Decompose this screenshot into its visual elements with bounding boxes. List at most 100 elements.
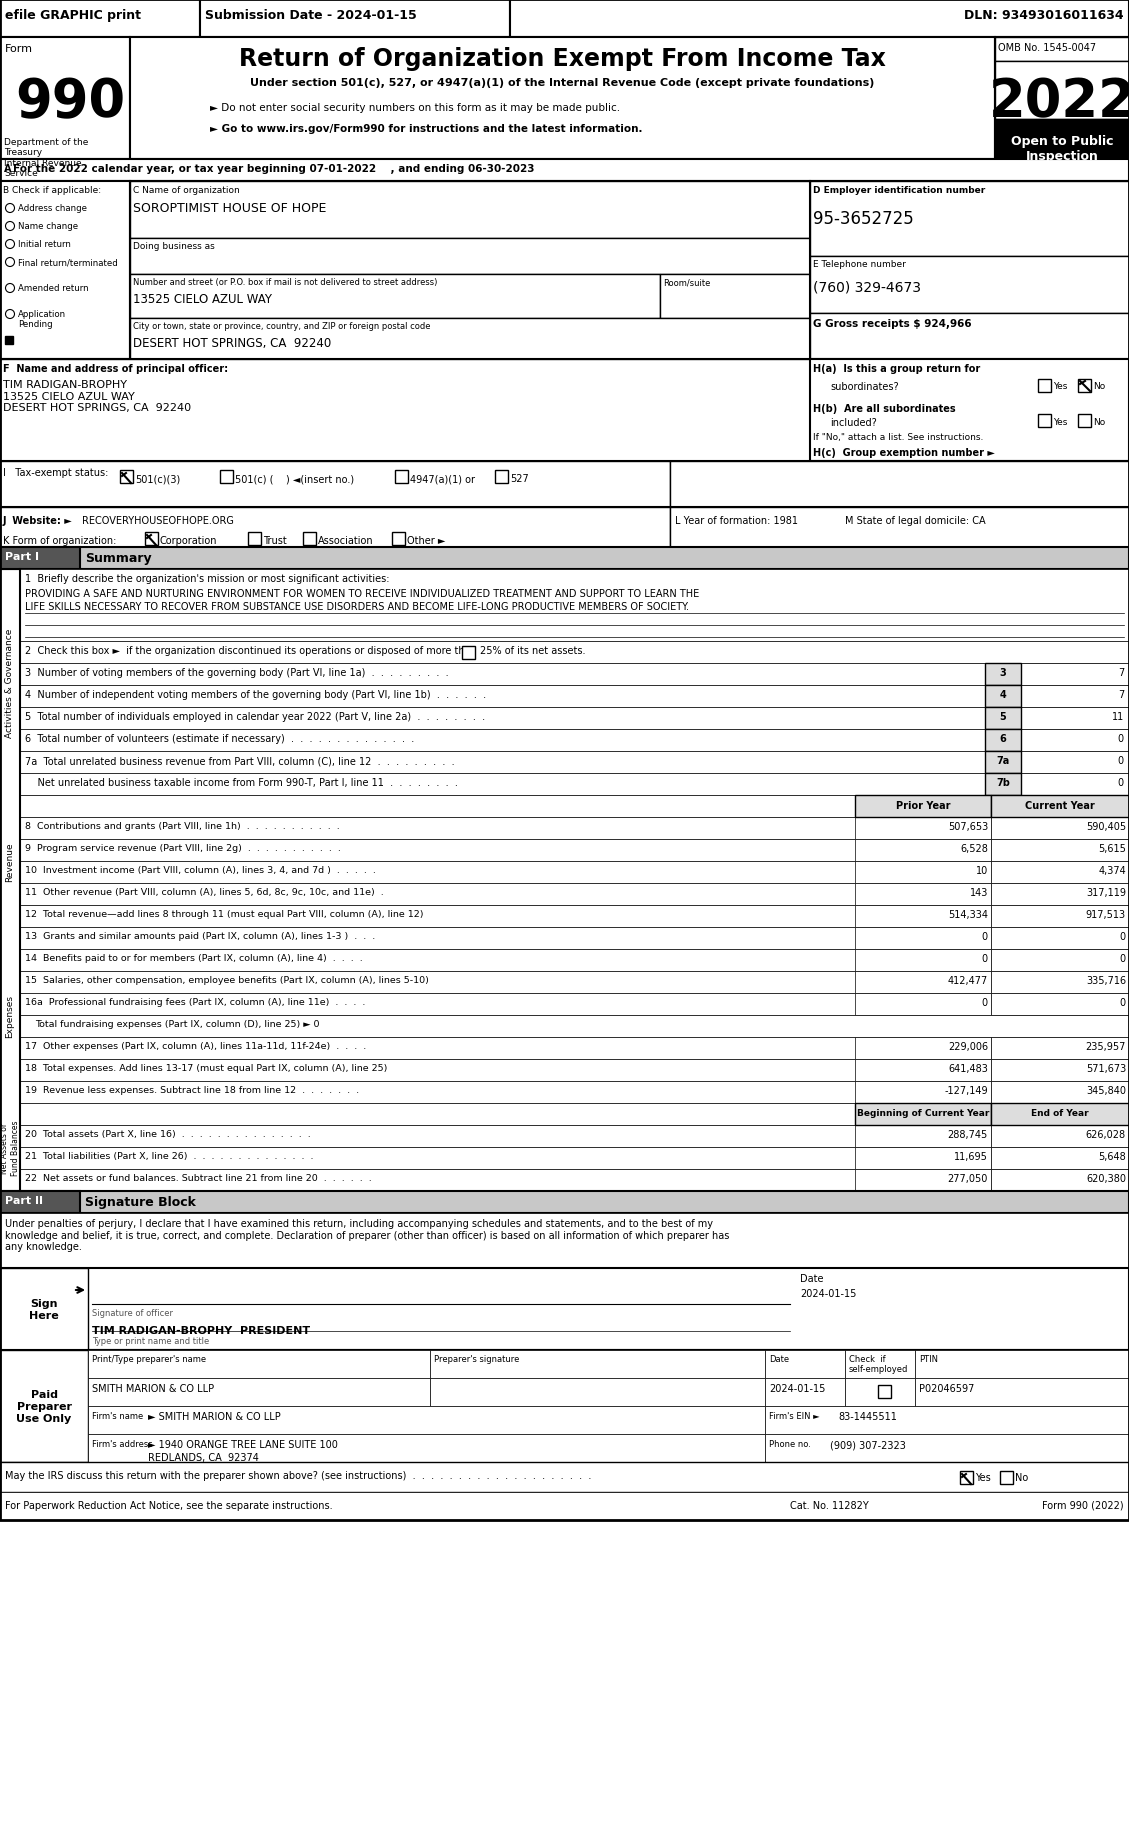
Text: 335,716: 335,716 [1086,975,1126,986]
Text: 3  Number of voting members of the governing body (Part VI, line 1a)  .  .  .  .: 3 Number of voting members of the govern… [25,668,448,677]
Text: 22  Net assets or fund balances. Subtract line 21 from line 20  .  .  .  .  .  .: 22 Net assets or fund balances. Subtract… [25,1173,371,1182]
Bar [0,461,1129,507]
Bar [20,950,1129,972]
Bar [0,1491,1129,1521]
Bar [20,774,1129,796]
Bar [984,708,1021,730]
Bar [809,181,1129,361]
Text: Part I: Part I [5,551,40,562]
Bar [0,507,1129,547]
Text: Firm's name: Firm's name [91,1411,143,1420]
Text: SMITH MARION & CO LLP: SMITH MARION & CO LLP [91,1383,215,1393]
Text: 0: 0 [1120,953,1126,963]
Bar [995,38,1129,159]
Text: J  Website: ►: J Website: ► [3,516,72,525]
Bar [0,0,200,38]
Text: 83-1445511: 83-1445511 [838,1411,896,1422]
Text: If "No," attach a list. See instructions.: If "No," attach a list. See instructions… [813,432,983,441]
Text: A: A [5,165,11,174]
Bar [765,1351,844,1378]
Bar [0,181,130,361]
Bar [855,1082,991,1103]
Text: Yes: Yes [975,1471,991,1482]
Text: 5: 5 [999,712,1006,721]
Text: May the IRS discuss this return with the preparer shown above? (see instructions: May the IRS discuss this return with the… [5,1469,592,1480]
Text: 5,615: 5,615 [1099,844,1126,853]
Bar [660,274,809,318]
Text: 2022: 2022 [989,77,1129,128]
Bar [855,1103,991,1125]
Bar [20,818,1129,840]
Text: 4947(a)(1) or: 4947(a)(1) or [410,474,475,483]
Text: M State of legal domicile: CA: M State of legal domicile: CA [844,516,986,525]
Bar [20,1169,1129,1191]
Text: 501(c) (    ) ◄(insert no.): 501(c) ( ) ◄(insert no.) [235,474,355,483]
Bar [0,361,1129,461]
Text: included?: included? [830,417,877,428]
Text: Current Year: Current Year [1025,800,1095,811]
Bar [991,1060,1129,1082]
Text: 4: 4 [999,690,1006,699]
Bar [20,928,1129,950]
Bar [88,1351,430,1378]
Bar [991,972,1129,994]
Text: Phone no.: Phone no. [769,1438,811,1448]
Bar [995,38,1129,62]
Text: 18  Total expenses. Add lines 13-17 (must equal Part IX, column (A), line 25): 18 Total expenses. Add lines 13-17 (must… [25,1063,387,1072]
Text: Date: Date [800,1274,823,1283]
Bar [20,642,1129,664]
Text: 527: 527 [510,474,528,483]
Text: LIFE SKILLS NECESSARY TO RECOVER FROM SUBSTANCE USE DISORDERS AND BECOME LIFE-LO: LIFE SKILLS NECESSARY TO RECOVER FROM SU… [25,602,689,611]
Bar [984,774,1021,796]
Bar [878,1385,891,1398]
Text: E Telephone number: E Telephone number [813,260,905,269]
Bar [669,507,1129,547]
Text: 412,477: 412,477 [947,975,988,986]
Text: 3: 3 [999,668,1006,677]
Bar [0,547,1129,569]
Bar [855,818,991,840]
Bar [765,1378,844,1405]
Bar [809,361,1129,461]
Text: Department of the
Treasury
Internal Revenue
Service: Department of the Treasury Internal Reve… [5,137,88,178]
Bar [395,470,408,483]
Bar [855,994,991,1016]
Bar [20,664,1129,686]
Text: 917,513: 917,513 [1086,910,1126,919]
Bar [430,1378,765,1405]
Text: 8  Contributions and grants (Part VIII, line 1h)  .  .  .  .  .  .  .  .  .  .  : 8 Contributions and grants (Part VIII, l… [25,822,340,831]
Text: 2024-01-15: 2024-01-15 [800,1288,857,1297]
Text: For the 2022 calendar year, or tax year beginning 07-01-2022    , and ending 06-: For the 2022 calendar year, or tax year … [14,165,534,174]
Text: OMB No. 1545-0047: OMB No. 1545-0047 [998,42,1096,53]
Text: Firm's EIN ►: Firm's EIN ► [769,1411,820,1420]
Text: For Paperwork Reduction Act Notice, see the separate instructions.: For Paperwork Reduction Act Notice, see … [5,1501,333,1510]
Text: 9  Program service revenue (Part VIII, line 2g)  .  .  .  .  .  .  .  .  .  .  .: 9 Program service revenue (Part VIII, li… [25,844,341,853]
Bar [510,0,1129,38]
Text: 11,695: 11,695 [954,1151,988,1162]
Text: Signature of officer: Signature of officer [91,1308,173,1318]
Text: -127,149: -127,149 [944,1085,988,1096]
Bar [0,461,669,507]
Text: Under section 501(c), 527, or 4947(a)(1) of the Internal Revenue Code (except pr: Under section 501(c), 527, or 4947(a)(1)… [250,79,874,88]
Text: 4  Number of independent voting members of the governing body (Part VI, line 1b): 4 Number of independent voting members o… [25,690,487,699]
Bar [20,972,1129,994]
Bar [0,547,80,569]
Bar [1000,1471,1013,1484]
Bar [855,950,991,972]
Bar [0,1268,88,1351]
Text: 288,745: 288,745 [947,1129,988,1140]
Bar [130,181,809,361]
Bar [991,994,1129,1016]
Text: City or town, state or province, country, and ZIP or foreign postal code: City or town, state or province, country… [133,322,430,331]
Bar [20,1082,1129,1103]
Bar [0,361,809,461]
Bar [1078,381,1091,393]
Text: 7b: 7b [996,778,1010,787]
Text: 95-3652725: 95-3652725 [813,210,913,229]
Bar [20,840,1129,862]
Bar [20,686,1129,708]
Text: Net unrelated business taxable income from Form 990-T, Part I, line 11  .  .  . : Net unrelated business taxable income fr… [25,778,458,787]
Bar [5,337,14,344]
Bar [20,1060,1129,1082]
Bar [984,664,1021,686]
